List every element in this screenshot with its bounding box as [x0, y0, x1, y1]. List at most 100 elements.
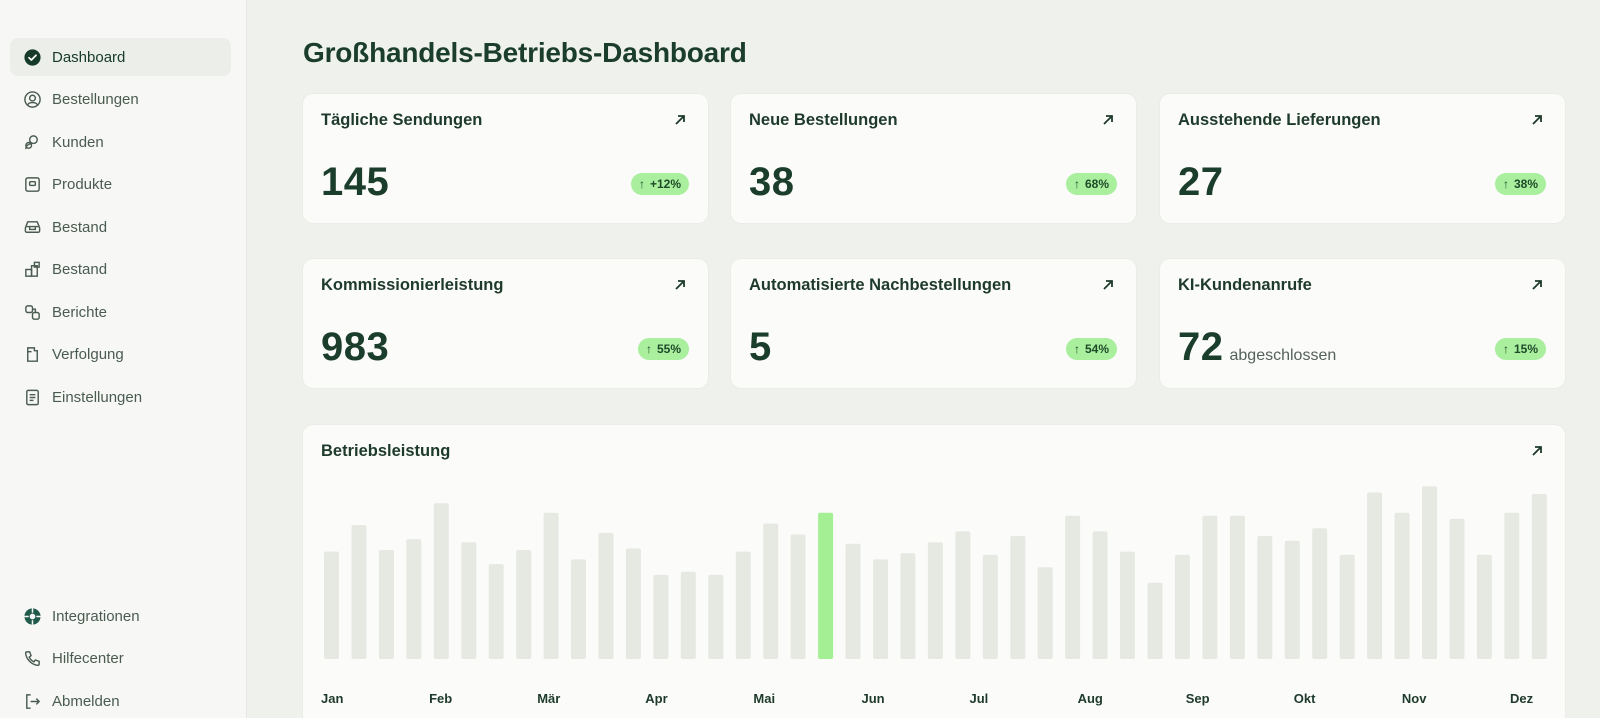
kpi-value: 145	[321, 160, 389, 205]
sidebar-item-integrationen[interactable]: Integrationen	[10, 597, 231, 635]
sidebar-item-kunden[interactable]: Kunden	[10, 123, 231, 161]
sidebar-item-label: Verfolgung	[52, 346, 124, 363]
chart-bar[interactable]	[900, 553, 916, 659]
x-tick-label: Sep	[1186, 691, 1210, 706]
arrow-up-right-icon[interactable]	[672, 277, 688, 293]
chart-bar[interactable]	[735, 551, 751, 659]
chart-bar[interactable]	[1422, 486, 1437, 659]
kpi-title: Ausstehende Lieferungen	[1178, 111, 1381, 129]
chart-bar[interactable]	[927, 542, 943, 659]
kpi-number: 72	[1178, 325, 1224, 369]
tracking-icon	[22, 345, 42, 365]
chart-bar[interactable]	[680, 571, 696, 659]
arrow-up-icon: ↑	[1502, 177, 1509, 191]
chart-bar[interactable]	[708, 574, 724, 659]
chart-bar[interactable]	[1531, 494, 1547, 659]
kpi-card-ai-customer-calls[interactable]: KI-Kundenanrufe 72 abgeschlossen ↑ 15%	[1160, 259, 1565, 388]
sidebar-item-bestand[interactable]: Bestand	[10, 208, 231, 246]
chart-bar[interactable]	[378, 550, 394, 659]
chart-bar[interactable]	[653, 574, 669, 659]
chart-bar[interactable]	[488, 564, 504, 659]
chart-bar[interactable]	[516, 550, 532, 659]
arrow-up-right-icon[interactable]	[1529, 277, 1545, 293]
chart-card-operations: Betriebsleistung Jan Feb Mär Apr Mai Jun Jul Au…	[303, 425, 1565, 718]
kpi-number: 38	[749, 160, 795, 204]
chart-bar[interactable]	[1367, 492, 1383, 660]
chart-bar[interactable]	[1257, 536, 1273, 659]
chart-bar[interactable]	[1394, 512, 1410, 659]
x-tick-label: Jan	[321, 691, 343, 706]
kpi-title: KI-Kundenanrufe	[1178, 276, 1312, 294]
change-badge: ↑ 68%	[1065, 173, 1117, 195]
sidebar-item-bestellungen[interactable]: Bestellungen	[10, 81, 231, 119]
sidebar-item-produkte[interactable]: Produkte	[10, 166, 231, 204]
chart-bar[interactable]	[1202, 515, 1218, 659]
change-badge: ↑ 54%	[1065, 338, 1117, 360]
sidebar-item-bestand-2[interactable]: Bestand	[10, 251, 231, 289]
chart-bar[interactable]	[351, 525, 367, 659]
sidebar-item-label: Berichte	[52, 303, 108, 321]
kpi-value: 5	[749, 325, 772, 370]
chart-bar[interactable]	[543, 512, 559, 659]
change-badge: ↑ +12%	[630, 173, 689, 195]
chart-bar[interactable]	[1092, 531, 1108, 659]
chart-bar[interactable]	[982, 554, 998, 659]
change-badge: ↑ 15%	[1494, 338, 1546, 360]
sidebar-item-verfolgung[interactable]: Verfolgung	[10, 336, 231, 374]
arrow-up-icon: ↑	[645, 342, 652, 356]
kpi-number: 27	[1178, 160, 1224, 204]
arrow-up-right-icon[interactable]	[1100, 277, 1116, 293]
sidebar-item-label: Abmelden	[52, 692, 120, 710]
arrow-up-right-icon[interactable]	[1529, 443, 1545, 459]
sidebar-item-einstellungen[interactable]: Einstellungen	[10, 378, 231, 416]
kpi-card-daily-shipments[interactable]: Tägliche Sendungen 145 ↑ +12%	[303, 94, 708, 223]
chart-bar[interactable]	[324, 551, 339, 659]
chart-bar[interactable]	[1476, 554, 1492, 659]
chart-bar[interactable]	[1284, 540, 1300, 659]
chart-bar[interactable]	[1449, 518, 1465, 659]
chart-bar[interactable]	[598, 532, 614, 659]
chart-bar[interactable]	[1312, 528, 1328, 659]
x-tick-label: Jun	[862, 691, 885, 706]
change-badge: ↑ 38%	[1494, 173, 1546, 195]
kpi-card-automated-reorders[interactable]: Automatisierte Nachbestellungen 5 ↑ 54%	[731, 259, 1136, 388]
kpi-number: 983	[321, 325, 390, 369]
sidebar-item-berichte[interactable]: Berichte	[10, 293, 231, 331]
chart-bar[interactable]	[1147, 582, 1163, 659]
arrow-up-right-icon[interactable]	[672, 112, 688, 128]
chart-bar[interactable]	[1065, 515, 1081, 659]
sidebar-item-abmelden[interactable]: Abmelden	[10, 682, 231, 718]
boxes-icon	[22, 260, 42, 280]
chart-bar[interactable]	[1010, 536, 1026, 659]
chart-bar[interactable]	[571, 559, 586, 659]
chart-bar[interactable]	[818, 512, 834, 659]
chart-bar[interactable]	[1504, 512, 1520, 659]
arrow-up-right-icon[interactable]	[1529, 112, 1545, 128]
chart-bar[interactable]	[625, 548, 641, 660]
change-value: 38%	[1513, 177, 1538, 191]
chart-bar[interactable]	[1174, 554, 1190, 659]
kpi-title: Neue Bestellungen	[749, 111, 898, 129]
chart-bar[interactable]	[763, 523, 779, 659]
chart-bar[interactable]	[790, 534, 806, 660]
chart-bar[interactable]	[1339, 554, 1355, 659]
chart-bar[interactable]	[1037, 567, 1053, 659]
chart-bar[interactable]	[873, 559, 888, 659]
sidebar-item-hilfecenter[interactable]: Hilfecenter	[10, 640, 231, 678]
kpi-value: 983	[321, 325, 389, 370]
chart-bar[interactable]	[845, 543, 861, 659]
kpi-card-new-orders[interactable]: Neue Bestellungen 38 ↑ 68%	[731, 94, 1136, 223]
sidebar-item-dashboard[interactable]: Dashboard	[10, 38, 231, 76]
chart-bar[interactable]	[461, 542, 477, 659]
x-tick-label: Feb	[429, 691, 452, 706]
arrow-up-right-icon[interactable]	[1100, 112, 1116, 128]
kpi-card-pending-deliveries[interactable]: Ausstehende Lieferungen 27 ↑ 38%	[1160, 94, 1565, 223]
chart-bar[interactable]	[1229, 515, 1245, 659]
chart-bar[interactable]	[1120, 551, 1135, 659]
sidebar-item-label: Dashboard	[52, 48, 126, 66]
chart-bar[interactable]	[955, 531, 971, 659]
kpi-card-picking-performance[interactable]: Kommissionierleistung 983 ↑ 55%	[303, 259, 708, 388]
chart-bar[interactable]	[406, 539, 422, 659]
chart-bar[interactable]	[433, 503, 449, 659]
product-icon	[22, 175, 42, 195]
